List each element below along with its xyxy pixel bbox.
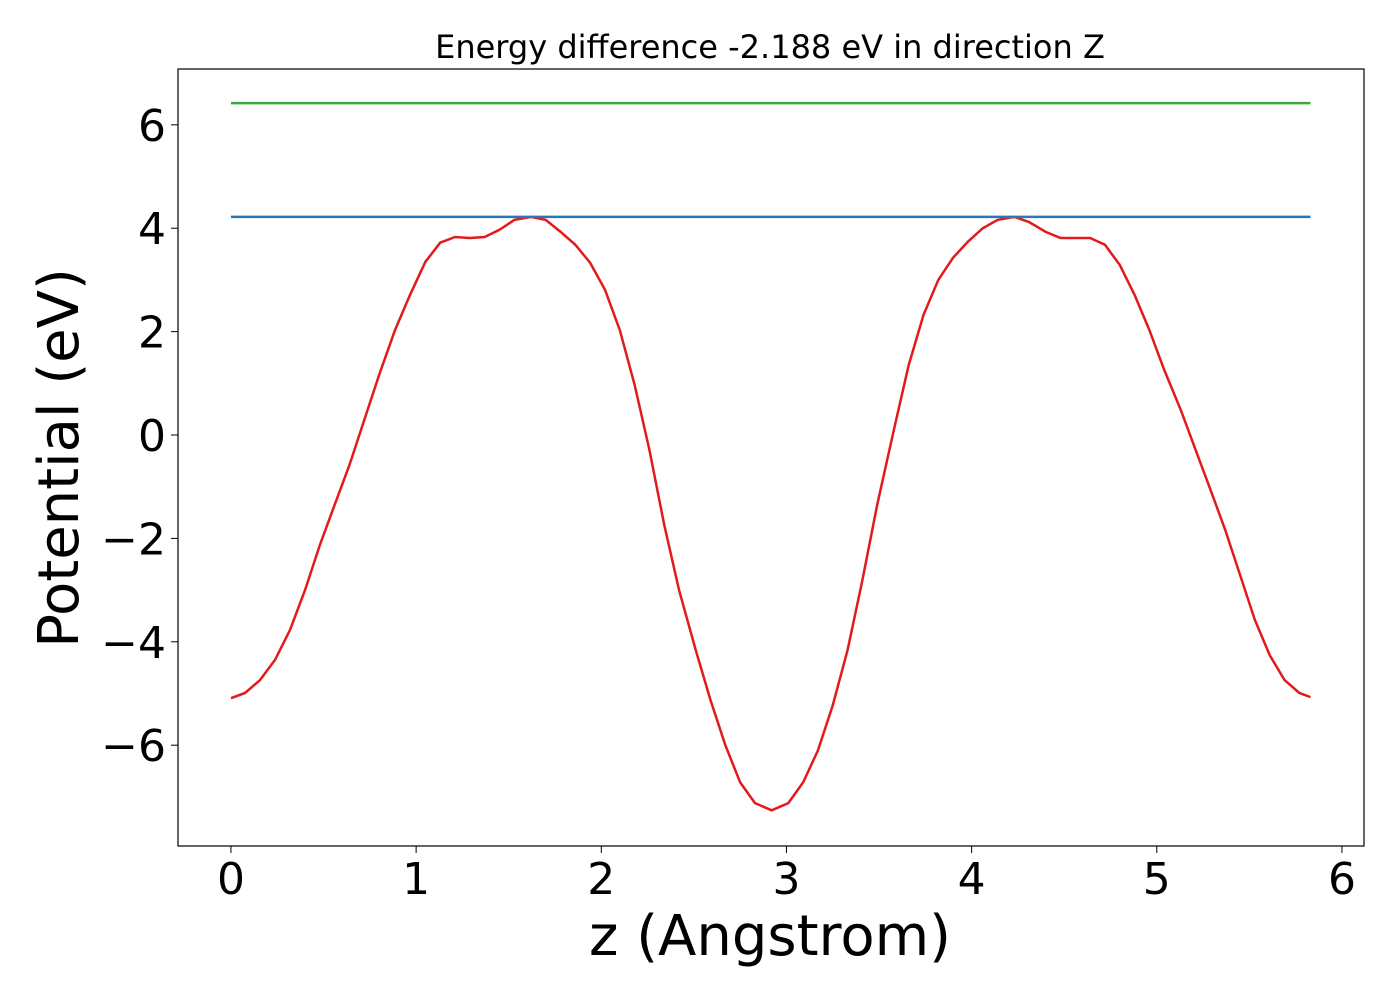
y-tick-label: −4 [101, 618, 166, 669]
x-axis-label: z (Angstrom) [589, 904, 951, 969]
y-tick-label: 0 [138, 411, 166, 462]
x-tick-label: 6 [1328, 854, 1356, 905]
x-tick-label: 4 [958, 854, 986, 905]
plot-frame [177, 68, 1365, 847]
x-tick-label: 0 [217, 854, 245, 905]
y-tick-label: 4 [138, 204, 166, 255]
chart-title: Energy difference -2.188 eV in direction… [435, 28, 1105, 66]
y-tick-label: 6 [138, 101, 166, 152]
y-tick-label: −2 [101, 514, 166, 565]
x-tick-label: 3 [772, 854, 800, 905]
y-tick-label: 2 [138, 308, 166, 359]
data-line [230, 215, 1311, 812]
x-tick-label: 5 [1143, 854, 1171, 905]
x-tick-label: 1 [402, 854, 430, 905]
y-tick-label: −6 [101, 721, 166, 772]
y-axis-label: Potential (eV) [27, 268, 92, 648]
x-tick-label: 2 [587, 854, 615, 905]
